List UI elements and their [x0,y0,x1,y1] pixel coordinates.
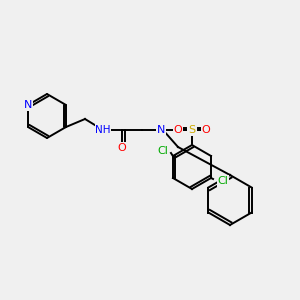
Text: O: O [202,125,210,135]
Text: O: O [118,143,126,153]
Text: NH: NH [95,125,111,135]
Text: O: O [174,125,182,135]
Text: Cl: Cl [218,176,229,186]
Text: N: N [157,125,165,135]
Text: Cl: Cl [158,146,168,156]
Text: S: S [188,125,196,135]
Text: N: N [24,100,32,110]
